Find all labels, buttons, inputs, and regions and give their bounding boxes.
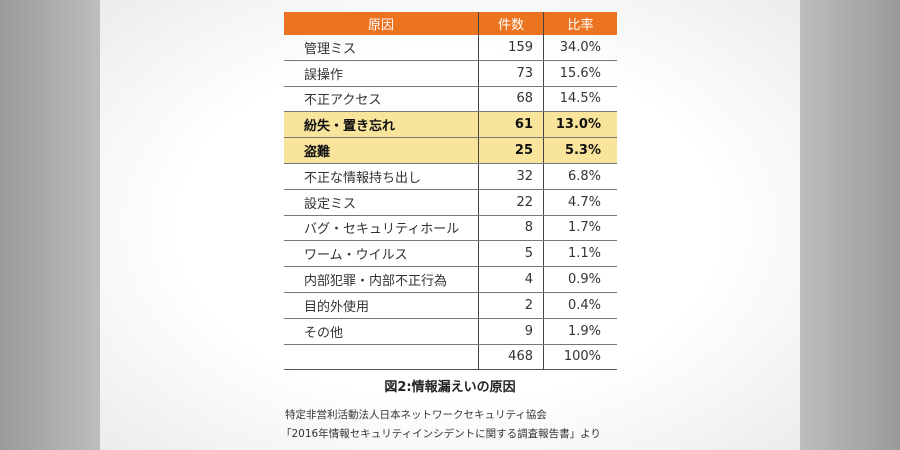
count-cell: 32 [478,163,544,190]
cause-cell [284,344,479,371]
table-row: 内部犯罪・内部不正行為 4 0.9% [284,266,617,293]
table-row: 誤操作 73 15.6% [284,60,617,87]
cause-cell: 不正な情報持ち出し [284,163,479,190]
ratio-cell: 1.1% [543,240,617,268]
ratio-cell: 100% [543,344,617,371]
table-row: 管理ミス 159 34.0% [284,35,617,61]
table-row: ワーム・ウイルス 5 1.1% [284,240,617,268]
right-backdrop [800,0,900,450]
count-cell: 468 [478,344,544,371]
table-row: 不正アクセス 68 14.5% [284,86,617,113]
ratio-cell: 13.0% [543,111,617,139]
cause-cell: 設定ミス [284,189,479,216]
header-ratio: 比率 [543,12,617,35]
ratio-cell: 5.3% [543,137,617,164]
cause-cell: 不正アクセス [284,86,479,113]
cause-cell: 内部犯罪・内部不正行為 [284,266,479,293]
ratio-cell: 1.9% [543,318,617,345]
header-count: 件数 [478,12,544,35]
count-cell: 5 [478,240,544,268]
cause-cell: 盗難 [284,137,479,164]
total-row: 468 100% [284,344,617,371]
ratio-cell: 14.5% [543,86,617,113]
table-row: バグ・セキュリティホール 8 1.7% [284,215,617,242]
cause-cell: 紛失・置き忘れ [284,111,479,139]
cause-cell: 誤操作 [284,60,479,87]
header-cause: 原因 [284,12,479,35]
count-cell: 68 [478,86,544,113]
cause-cell: 管理ミス [284,35,479,61]
table-row: 紛失・置き忘れ 61 13.0% [284,111,617,139]
ratio-cell: 15.6% [543,60,617,87]
count-cell: 73 [478,60,544,87]
header-row: 原因 件数 比率 [284,12,617,35]
count-cell: 25 [478,137,544,164]
cause-cell: ワーム・ウイルス [284,240,479,268]
count-cell: 4 [478,266,544,293]
count-cell: 8 [478,215,544,242]
count-cell: 22 [478,189,544,216]
ratio-cell: 0.4% [543,292,617,319]
source-line-2: 「2016年情報セキュリティインシデントに関する調査報告書」より [281,428,601,440]
left-backdrop [0,0,100,450]
cause-table: 原因 件数 比率 管理ミス 159 34.0% 誤操作 73 15.6% 不正アクセス 68 1… [284,12,617,371]
count-cell: 2 [478,292,544,319]
count-cell: 159 [478,35,544,61]
ratio-cell: 4.7% [543,189,617,216]
figure-caption: 図2:情報漏えいの原因 [384,380,516,395]
cause-cell: 目的外使用 [284,292,479,319]
table-row: 設定ミス 22 4.7% [284,189,617,216]
table-row: 不正な情報持ち出し 32 6.8% [284,163,617,190]
table-row: その他 9 1.9% [284,318,617,345]
ratio-cell: 0.9% [543,266,617,293]
ratio-cell: 34.0% [543,35,617,61]
table-row: 目的外使用 2 0.4% [284,292,617,319]
ratio-cell: 1.7% [543,215,617,242]
ratio-cell: 6.8% [543,163,617,190]
cause-cell: バグ・セキュリティホール [284,215,479,242]
count-cell: 61 [478,111,544,139]
source-line-1: 特定非営利活動法人日本ネットワークセキュリティ協会 [285,409,547,421]
cause-cell: その他 [284,318,479,345]
table-row: 盗難 25 5.3% [284,137,617,164]
count-cell: 9 [478,318,544,345]
